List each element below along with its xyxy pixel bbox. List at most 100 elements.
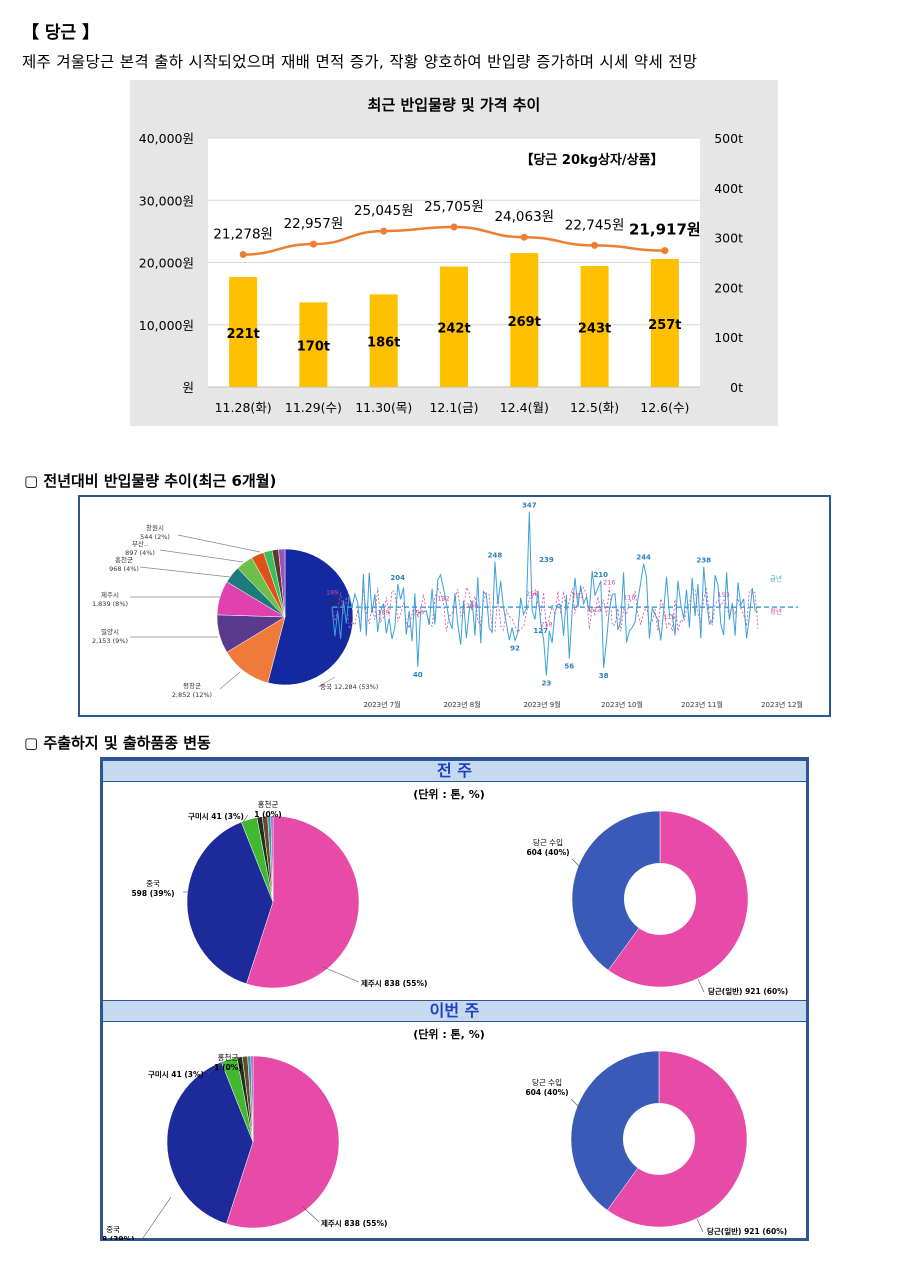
unit-label: (단위 : 톤, %) — [413, 1027, 485, 1041]
price-label: 21,278원 — [213, 227, 273, 243]
y-right-tick: 400t — [714, 181, 743, 196]
previous-year-label: 256 — [526, 590, 538, 598]
yoy-pie-leader — [177, 534, 261, 553]
yoy-pie-label: 968 (4%) — [109, 565, 139, 573]
x-tick-label: 11.30(목) — [355, 400, 412, 415]
x-tick-label: 11.28(화) — [215, 400, 272, 415]
origin-pie-label: 중국 — [146, 879, 160, 888]
volume-bar-label: 186t — [367, 336, 400, 351]
price-point — [309, 240, 317, 248]
volume-price-chart: 최근 반입물량 및 가격 추이 원 10,000원 20,000원 30,000원 40,… — [130, 80, 778, 426]
x-tick-month: 2023년 12월 — [761, 700, 803, 709]
origin-pie-leader — [207, 1061, 224, 1074]
origin-pie-label: 1 (0%) — [214, 1063, 241, 1072]
current-trough-label: 127 — [533, 627, 548, 635]
x-tick-label: 12.5(화) — [570, 400, 619, 415]
current-peak-label: 347 — [522, 502, 537, 510]
volume-bar — [299, 302, 328, 387]
price-label: 22,745원 — [565, 217, 625, 233]
band-this-week: 이번 주 — [103, 1000, 806, 1022]
yoy-pie-label: 897 (4%) — [125, 549, 155, 557]
price-point — [239, 251, 247, 259]
volume-bar-label: 243t — [578, 321, 611, 336]
y-left-tick: 30,000원 — [139, 193, 194, 208]
price-label: 25,045원 — [354, 203, 414, 219]
chart-annotation: 【당근 20kg상자/상품】 — [520, 152, 663, 168]
variety-donut-hole — [623, 1103, 695, 1175]
origin-pie-label: 598 (39%) — [131, 889, 174, 898]
price-label: 22,957원 — [284, 216, 344, 232]
y-right-tick: 100t — [714, 330, 743, 345]
origin-pie-label: 1 (0%) — [254, 810, 281, 819]
y-left-tick: 원 — [182, 380, 194, 395]
price-point — [450, 223, 458, 231]
current-year-line — [331, 511, 759, 676]
variety-donut-hole — [624, 863, 696, 935]
x-tick-month: 2023년 11월 — [681, 700, 723, 709]
previous-year-label: 216 — [603, 578, 615, 586]
x-tick-month: 2023년 7월 — [363, 700, 400, 709]
variety-donut-leader — [696, 1218, 704, 1233]
price-label: 25,705원 — [424, 199, 484, 215]
previous-year-label: 221 — [572, 591, 584, 599]
yoy-pie-label: 544 (2%) — [140, 533, 170, 541]
y-left-tick: 20,000원 — [139, 256, 194, 271]
previous-year-label: 113 — [623, 593, 635, 601]
variety-donut-label: 당근(일반) 921 (60%) — [708, 986, 788, 996]
variety-donut-leader — [570, 1098, 582, 1110]
current-peak-label: 244 — [636, 554, 651, 562]
section-origin-title: ▢ 주출하지 및 출하품종 변동 — [24, 734, 211, 752]
volume-price-chart-svg: 최근 반입물량 및 가격 추이원 10,000원 20,000원 30,000원 40,… — [139, 96, 743, 415]
page-title: 【 당근 】 — [22, 23, 100, 43]
origin-pie-leader — [302, 1206, 320, 1223]
current-trough-label: 92 — [510, 644, 520, 652]
left-label-cur: 158 — [326, 599, 338, 607]
yoy-pie-label: 2,153 (9%) — [92, 637, 128, 645]
x-tick-month: 2023년 9월 — [523, 700, 560, 709]
yoy-pie-label: 1,839 (8%) — [92, 600, 128, 608]
price-label: 24,063원 — [494, 209, 554, 225]
volume-bar — [229, 276, 258, 387]
origin-pie-leader — [142, 1196, 172, 1239]
y-left-tick: 10,000원 — [139, 318, 194, 333]
volume-bar-label: 242t — [437, 322, 470, 337]
left-label-prev: 189 — [326, 588, 338, 596]
volume-bar — [369, 294, 398, 387]
origin-variety-panel: 전 주 (단위 : 톤, %) 제주시 838 (55%) 중국 598 (39%) 구… — [100, 757, 809, 1241]
variety-donut-slice — [570, 1050, 660, 1211]
volume-bar-label: 257t — [648, 318, 681, 333]
previous-year-label: 192 — [437, 594, 449, 602]
previous-year-label: 222 — [589, 606, 601, 614]
yoy-pie-leader — [139, 566, 231, 578]
variety-donut-leader — [571, 858, 583, 870]
current-peak-label: 248 — [488, 552, 503, 560]
yoy-pie-leader — [159, 549, 244, 563]
variety-donut-label: 당근 수입 — [533, 837, 563, 847]
yoy-pie-leader — [219, 671, 241, 690]
origin-pie-slice — [250, 1055, 254, 1143]
yoy-pie-label: 홍천군 — [115, 555, 133, 564]
volume-bar-label: 170t — [297, 340, 330, 355]
current-peak-label: 239 — [539, 556, 554, 564]
yoy-pie-leader — [317, 676, 336, 688]
band-last-week: 전 주 — [103, 760, 806, 782]
origin-pie-leader — [242, 814, 249, 823]
current-peak-label: 210 — [593, 571, 608, 579]
variety-donut-label: 604 (40%) — [526, 848, 569, 857]
origin-pie-slice — [270, 815, 274, 903]
chart-title: 최근 반입물량 및 가격 추이 — [368, 96, 541, 114]
market-summary: 제주 겨울당근 본격 출하 시작되었으며 재배 면적 증가, 작황 양호하여 반… — [22, 53, 698, 71]
price-point — [591, 241, 599, 249]
variety-donut-label: 당근(일반) 921 (60%) — [707, 1226, 787, 1236]
yoy-pie-label: 중국 12,284 (53%) — [320, 683, 378, 691]
origin-pie-slice — [226, 1055, 340, 1229]
yoy-panel: 중국 12,284 (53%) 평창군 2,852 (12%) 밀양시 2,153 (9… — [78, 495, 831, 717]
yoy-pie-label: 창원시 — [146, 523, 164, 532]
origin-pie-label: 홍천군 — [258, 799, 279, 809]
variety-donut-leader — [697, 978, 705, 993]
origin-pie-label: 제주시 838 (55%) — [361, 978, 427, 988]
price-label: 21,917원 — [629, 221, 701, 239]
